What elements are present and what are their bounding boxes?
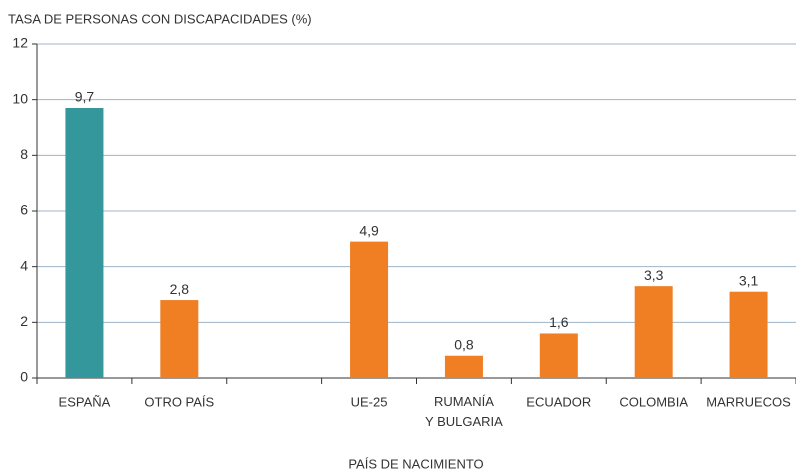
x-axis-label: PAÍS DE NACIMIENTO bbox=[348, 456, 483, 471]
x-tick-label: ECUADOR bbox=[526, 394, 591, 409]
x-tick-label: OTRO PAÍS bbox=[144, 394, 214, 409]
x-tick-label: MARRUECOS bbox=[706, 394, 791, 409]
bar bbox=[444, 355, 483, 378]
value-label: 0,8 bbox=[454, 336, 474, 352]
y-tick-label: 6 bbox=[20, 202, 28, 218]
value-label: 4,9 bbox=[359, 222, 379, 238]
x-tick-label: UE-25 bbox=[351, 394, 388, 409]
value-label: 3,1 bbox=[739, 272, 759, 288]
value-label: 3,3 bbox=[644, 267, 664, 283]
bar bbox=[634, 286, 673, 378]
y-tick-label: 12 bbox=[12, 35, 28, 51]
x-tick-label: ESPAÑA bbox=[59, 394, 111, 409]
bar bbox=[160, 300, 199, 378]
y-tick-label: 0 bbox=[20, 369, 28, 385]
y-tick-label: 2 bbox=[20, 313, 28, 329]
bar bbox=[350, 241, 389, 378]
value-label: 1,6 bbox=[549, 314, 569, 330]
bar bbox=[539, 333, 578, 378]
x-tick-label: COLOMBIA bbox=[619, 394, 688, 409]
bar bbox=[729, 291, 768, 378]
y-tick-label: 8 bbox=[20, 146, 28, 162]
bar bbox=[65, 108, 104, 379]
value-label: 9,7 bbox=[75, 89, 95, 105]
x-tick-label: RUMANÍA Y BULGARIA bbox=[425, 394, 503, 429]
chart-title: TASA DE PERSONAS CON DISCAPACIDADES (%) bbox=[8, 11, 312, 26]
y-tick-label: 10 bbox=[12, 90, 28, 106]
y-tick-label: 4 bbox=[20, 257, 28, 273]
value-label: 2,8 bbox=[170, 281, 190, 297]
